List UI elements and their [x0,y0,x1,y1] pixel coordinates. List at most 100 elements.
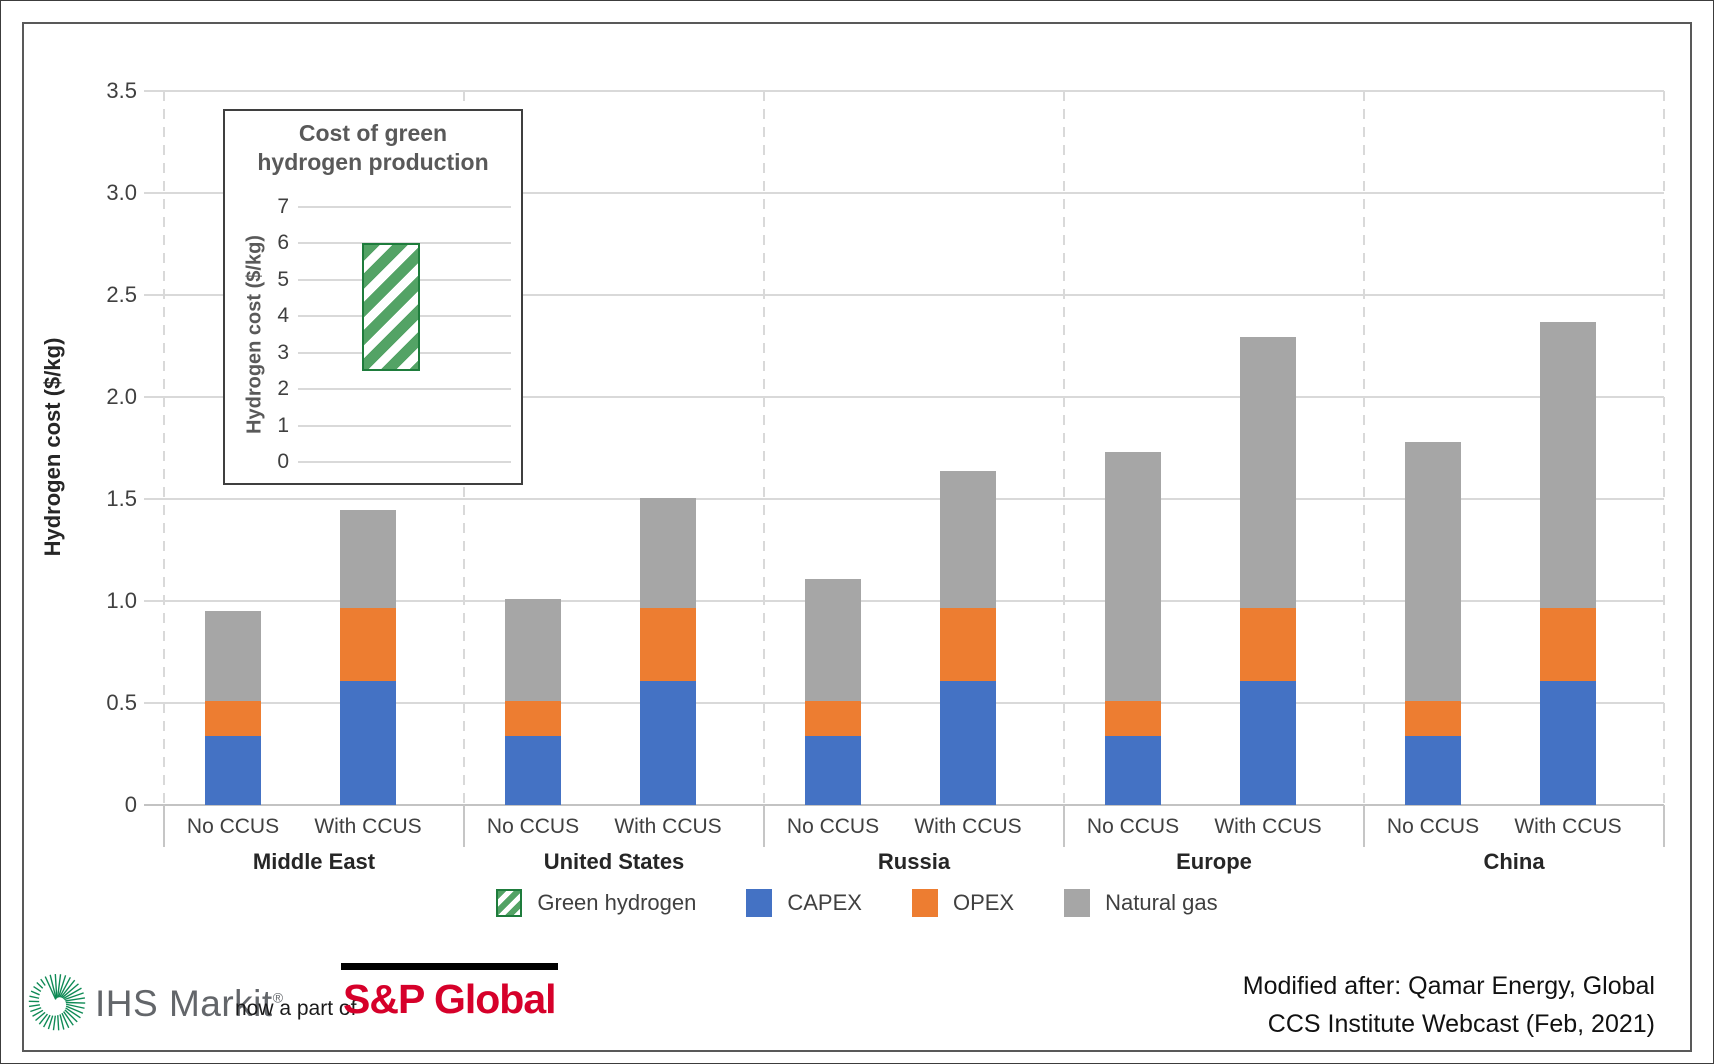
footer: IHS Markit® now a part of S&P Global Mod… [1,957,1713,1053]
registered-mark: ® [272,989,284,1006]
bar-segment-natural_gas [940,471,996,608]
bar-segment-capex [640,681,696,805]
bar-segment-natural_gas [340,510,396,608]
logo-ray [61,983,79,999]
inset-gridline [298,461,511,463]
logo-ray [47,1015,54,1030]
logo-ray [30,990,40,996]
legend-swatch-green-hydrogen-icon [496,889,523,917]
attribution-line: CCS Institute Webcast (Feb, 2021) [1267,1010,1655,1038]
bar-china-with-ccus [1540,322,1596,805]
bar-segment-natural_gas [1405,442,1461,701]
x-axis-label-region: Europe [1176,849,1252,874]
inset-tick-label: 0 [277,450,289,473]
logo-ray [57,975,67,998]
legend-swatch-opex-icon [911,889,938,917]
x-axis-label-ccus: No CCUS [486,815,580,838]
y-axis-tick-label: 0.5 [106,690,137,715]
logo-ray [59,977,71,998]
bar-middle-east-no-ccus [205,611,261,805]
bar-segment-natural_gas [1540,322,1596,608]
legend-swatch-natural-gas-icon [1064,889,1091,917]
bar-segment-natural_gas [505,599,561,701]
inset-title: Cost of green hydrogen production [257,120,489,175]
bar-china-no-ccus [1405,442,1461,805]
x-axis-label-ccus: No CCUS [1086,815,1180,838]
bar-segment-capex [1105,736,1161,805]
region-separator-line [1063,91,1065,805]
logo-ray [32,1009,44,1017]
green-hydrogen-inset-chart: Cost of green hydrogen production Hydrog… [223,109,523,485]
source-attribution: Modified after: Qamar Energy, Global CCS… [1243,967,1655,1043]
legend-item-natural-gas: Natural gas [1064,889,1218,917]
x-axis-label-region: United States [543,849,685,874]
legend-item-opex: OPEX [911,889,1014,917]
bar-segment-opex [805,701,861,736]
bar-segment-opex [1540,608,1596,681]
gridline [144,600,1664,602]
gridline [144,804,1664,806]
gridline [144,498,1664,500]
y-axis-tick-label: 3.5 [106,78,137,103]
legend-swatch-capex-icon [746,889,773,917]
bar-europe-no-ccus [1105,452,1161,805]
logo-ray [38,1013,48,1025]
bar-segment-opex [505,701,561,736]
legend-label: Green hydrogen [537,890,697,915]
region-separator-line [1663,91,1665,805]
x-axis-label-ccus: With CCUS [314,815,422,838]
inset-gridline [298,388,511,391]
gridline [144,396,1664,398]
bar-segment-capex [340,681,396,805]
bar-segment-opex [640,608,696,681]
inset-tick-label: 2 [277,377,289,401]
x-axis-tick [1063,805,1065,847]
inset-tick-label: 3 [277,340,289,364]
x-axis-label-ccus: No CCUS [186,815,280,838]
logo-ray [33,986,42,993]
region-separator-line [163,91,165,805]
x-axis-label-region: Middle East [252,849,376,874]
footer-tagline: now a part of [235,997,357,1020]
x-axis-label-ccus: With CCUS [1514,815,1622,838]
x-axis-label-ccus: With CCUS [914,815,1022,838]
inset-tick-label: 6 [277,231,289,255]
x-axis-label-ccus: With CCUS [614,815,722,838]
bar-segment-opex [205,701,261,736]
gridline [144,294,1664,296]
y-axis-tick-label: 2.0 [106,384,137,409]
gridline [144,192,1664,194]
bar-segment-capex [205,736,261,805]
bar-segment-natural_gas [640,498,696,608]
bar-segment-opex [1405,701,1461,736]
y-axis-tick-label: 3.0 [106,180,137,205]
x-axis-tick [163,805,165,847]
inset-gridline [298,424,511,427]
logo-ray [65,1007,81,1019]
bar-segment-opex [340,608,396,681]
bar-united-states-no-ccus [505,599,561,805]
bar-segment-natural_gas [805,579,861,701]
bar-segment-capex [1240,681,1296,805]
y-axis-tick-label: 1.5 [106,486,137,511]
logo-ray [65,1005,84,1014]
ihs-markit-logo-icon [28,974,86,1031]
bar-russia-with-ccus [940,470,996,805]
logo-ray [65,1003,85,1009]
logo-ray [30,1007,42,1013]
bar-segment-capex [505,736,561,805]
x-axis-tick [463,805,465,847]
logo-ray [56,974,62,998]
y-axis-tick-label: 0 [124,792,137,817]
logo-ray [52,1015,57,1031]
logo-ray [28,1004,41,1008]
legend-label: Natural gas [1105,890,1218,915]
x-axis-label-region: China [1483,849,1545,874]
bar-segment-capex [940,681,996,805]
ihs-markit-wordmark: IHS Markit® [95,983,284,1024]
bar-segment-opex [940,608,996,681]
bar-middle-east-with-ccus [340,509,396,805]
bar-segment-capex [1540,681,1596,805]
logo-ray [65,1001,86,1004]
